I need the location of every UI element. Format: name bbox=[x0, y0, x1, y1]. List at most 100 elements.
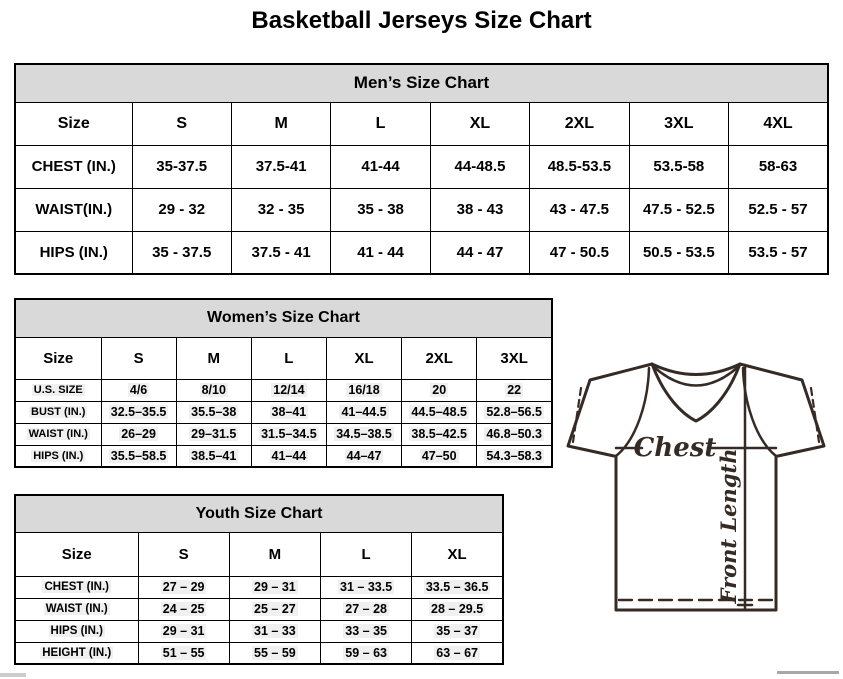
table-cell: 41–44 bbox=[250, 444, 327, 468]
table-cell: 33 – 35 bbox=[319, 619, 413, 643]
table-cell: 29–31.5 bbox=[175, 422, 252, 446]
table-cell: 12/14 bbox=[250, 378, 327, 402]
womens-size-chart-table: Women’s Size Chart Size S M L XL 2XL 3XL… bbox=[14, 298, 553, 468]
column-header: XL bbox=[411, 531, 504, 577]
size-header-row: Size S M L XL 2XL 3XL bbox=[14, 336, 553, 380]
table-row: U.S. SIZE 4/6 8/10 12/14 16/18 20 22 bbox=[14, 378, 553, 402]
table-cell: 32.5–35.5 bbox=[100, 400, 177, 424]
column-header: L bbox=[319, 531, 413, 577]
column-header: M bbox=[228, 531, 322, 577]
jersey-left-sleeve bbox=[566, 362, 654, 458]
table-cell: 44-48.5 bbox=[429, 144, 531, 189]
row-label: WAIST(IN.) bbox=[14, 187, 133, 232]
column-header: 3XL bbox=[628, 101, 730, 146]
size-label: Size bbox=[14, 531, 139, 577]
table-cell: 51 – 55 bbox=[137, 641, 230, 665]
table-cell: 38.5–42.5 bbox=[401, 422, 478, 446]
row-label: U.S. SIZE bbox=[14, 378, 102, 402]
left-cuff-stitch-dashes bbox=[571, 386, 583, 444]
table-cell: 47 - 50.5 bbox=[529, 230, 630, 275]
table-cell: 50.5 - 53.5 bbox=[628, 230, 730, 275]
table-cell: 37.5-41 bbox=[230, 144, 332, 189]
jersey-vneck bbox=[650, 362, 742, 423]
table-cell: 35 - 38 bbox=[330, 187, 431, 232]
front-length-measure-line bbox=[736, 363, 754, 610]
jersey-measurement-diagram: Chest Front Length bbox=[556, 358, 840, 628]
table-cell: 35.5–58.5 bbox=[100, 444, 177, 468]
row-label: WAIST (IN.) bbox=[14, 422, 102, 446]
table-cell: 38.5–41 bbox=[175, 444, 252, 468]
table-cell: 32 - 35 bbox=[230, 187, 332, 232]
table-row: CHEST (IN.) 27 – 29 29 – 31 31 – 33.5 33… bbox=[14, 575, 504, 599]
table-cell: 20 bbox=[401, 378, 478, 402]
table-cell: 16/18 bbox=[325, 378, 403, 402]
table-row: WAIST(IN.) 29 - 32 32 - 35 35 - 38 38 - … bbox=[14, 187, 829, 232]
row-label: HIPS (IN.) bbox=[14, 230, 133, 275]
table-cell: 52.8–56.5 bbox=[476, 400, 553, 424]
table-cell: 44 - 47 bbox=[429, 230, 531, 275]
column-header: L bbox=[330, 101, 431, 146]
table-cell: 53.5-58 bbox=[628, 144, 730, 189]
row-label: HEIGHT (IN.) bbox=[14, 641, 139, 665]
table-cell: 41-44 bbox=[330, 144, 431, 189]
table-cell: 53.5 - 57 bbox=[728, 230, 829, 275]
column-header: S bbox=[137, 531, 230, 577]
table-cell: 58-63 bbox=[728, 144, 829, 189]
womens-chart-title: Women’s Size Chart bbox=[14, 298, 553, 338]
table-cell: 33.5 – 36.5 bbox=[411, 575, 504, 599]
jersey-body bbox=[614, 454, 778, 612]
table-cell: 38 - 43 bbox=[429, 187, 531, 232]
youth-size-chart-table: Youth Size Chart Size S M L XL CHEST (IN… bbox=[14, 494, 504, 665]
table-cell: 27 – 28 bbox=[319, 597, 413, 621]
table-cell: 35 – 37 bbox=[411, 619, 504, 643]
table-cell: 29 – 31 bbox=[137, 619, 230, 643]
column-header: 3XL bbox=[476, 336, 553, 380]
jersey-right-sleeve bbox=[738, 362, 826, 458]
column-header: L bbox=[250, 336, 327, 380]
table-cell: 35-37.5 bbox=[131, 144, 232, 189]
column-header: S bbox=[131, 101, 232, 146]
page-title: Basketball Jerseys Size Chart bbox=[251, 7, 592, 34]
column-header: XL bbox=[325, 336, 403, 380]
front-length-label: Front Length bbox=[716, 449, 741, 605]
table-cell: 47.5 - 52.5 bbox=[628, 187, 730, 232]
table-cell: 31.5–34.5 bbox=[250, 422, 327, 446]
table-row: CHEST (IN.) 35-37.5 37.5-41 41-44 44-48.… bbox=[14, 144, 829, 189]
size-label: Size bbox=[14, 336, 102, 380]
table-cell: 27 – 29 bbox=[137, 575, 230, 599]
row-label: WAIST (IN.) bbox=[14, 597, 139, 621]
row-label: HIPS (IN.) bbox=[14, 619, 139, 643]
table-cell: 52.5 - 57 bbox=[728, 187, 829, 232]
table-cell: 44–47 bbox=[325, 444, 403, 468]
jersey-right-seam bbox=[741, 366, 778, 458]
table-row: BUST (IN.) 32.5–35.5 35.5–38 38–41 41–44… bbox=[14, 400, 553, 424]
table-cell: 38–41 bbox=[250, 400, 327, 424]
table-row: WAIST (IN.) 24 – 25 25 – 27 27 – 28 28 –… bbox=[14, 597, 504, 621]
table-cell: 25 – 27 bbox=[228, 597, 322, 621]
column-header: 4XL bbox=[728, 101, 829, 146]
table-row: WAIST (IN.) 26–29 29–31.5 31.5–34.5 34.5… bbox=[14, 422, 553, 446]
table-cell: 28 – 29.5 bbox=[411, 597, 504, 621]
table-header-row: Men’s Size Chart bbox=[14, 63, 829, 103]
row-label: CHEST (IN.) bbox=[14, 575, 139, 599]
table-cell: 26–29 bbox=[100, 422, 177, 446]
table-cell: 4/6 bbox=[100, 378, 177, 402]
table-cell: 34.5–38.5 bbox=[325, 422, 403, 446]
table-header-row: Women’s Size Chart bbox=[14, 298, 553, 338]
table-cell: 8/10 bbox=[175, 378, 252, 402]
row-label: CHEST (IN.) bbox=[14, 144, 133, 189]
right-cuff-stitch-dashes bbox=[809, 386, 821, 444]
table-cell: 54.3–58.3 bbox=[476, 444, 553, 468]
size-label: Size bbox=[14, 101, 133, 146]
table-cell: 29 - 32 bbox=[131, 187, 232, 232]
table-cell: 29 – 31 bbox=[228, 575, 322, 599]
table-header-row: Youth Size Chart bbox=[14, 494, 504, 533]
screen-edge-artifact bbox=[0, 673, 26, 677]
table-cell: 59 – 63 bbox=[319, 641, 413, 665]
table-cell: 31 – 33.5 bbox=[319, 575, 413, 599]
jersey-diagram-svg: Chest Front Length bbox=[566, 362, 826, 612]
table-cell: 47–50 bbox=[401, 444, 478, 468]
table-cell: 41 - 44 bbox=[330, 230, 431, 275]
table-cell: 63 – 67 bbox=[411, 641, 504, 665]
table-cell: 55 – 59 bbox=[228, 641, 322, 665]
